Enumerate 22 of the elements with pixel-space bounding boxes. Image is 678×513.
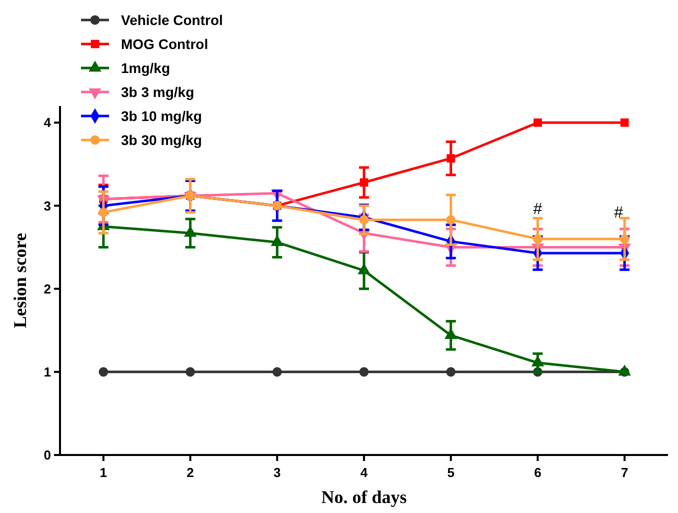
y-axis-title: Lesion score — [10, 232, 30, 328]
x-tick-label: 7 — [620, 465, 628, 480]
annotation: # — [614, 204, 624, 222]
legend-label: MOG Control — [121, 36, 208, 52]
y-tick-label: 1 — [44, 364, 51, 380]
y-tick-label: 3 — [44, 198, 51, 214]
legend-label: Vehicle Control — [121, 12, 223, 28]
y-tick-label: 4 — [44, 115, 52, 130]
x-tick-label: 3 — [274, 465, 281, 480]
y-tick-label: 0 — [44, 448, 51, 463]
x-tick-label: 4 — [360, 465, 368, 480]
legend-label: 3b 3 mg/kg — [121, 84, 194, 100]
x-tick-label: 5 — [447, 465, 454, 480]
legend-label: 3b 10 mg/kg — [121, 108, 202, 124]
x-tick-label: 1 — [100, 465, 108, 480]
y-tick-label: 2 — [44, 281, 51, 296]
x-tick-label: 6 — [534, 465, 542, 480]
legend-label: 1mg/kg — [121, 60, 170, 76]
annotation: # — [533, 201, 542, 218]
legend-label: 3b 30 mg/kg — [121, 132, 202, 148]
x-axis-title: No. of days — [321, 487, 407, 507]
x-tick-label: 2 — [186, 465, 194, 480]
